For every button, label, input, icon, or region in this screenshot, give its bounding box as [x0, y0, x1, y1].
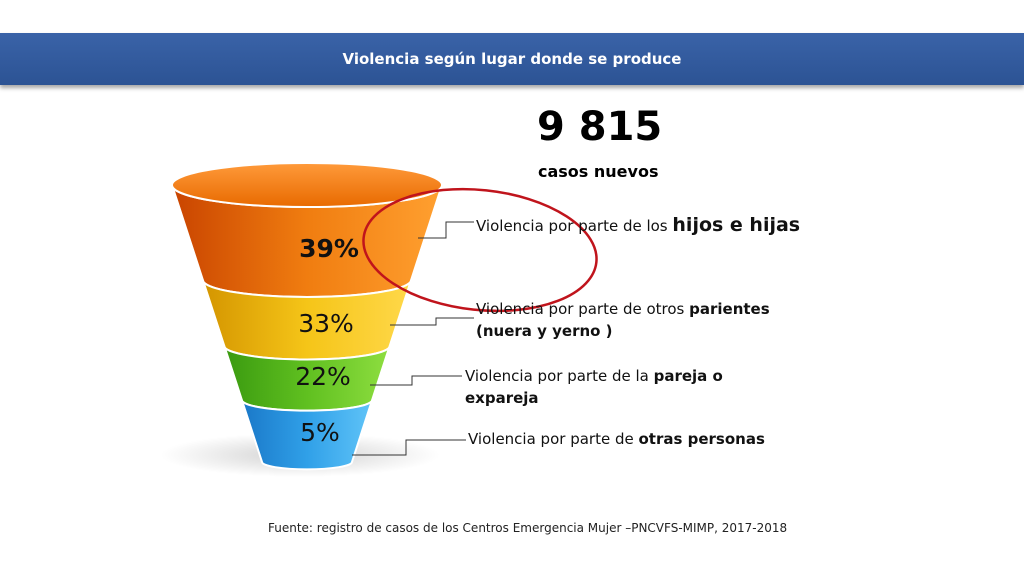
- title-bar: Violencia según lugar donde se produce: [0, 33, 1024, 85]
- percent-label: 5%: [300, 418, 340, 447]
- percent-label: 33%: [298, 309, 354, 338]
- description-text: Violencia por parte de: [468, 430, 639, 448]
- leader-line: [352, 439, 466, 456]
- funnel-top: [171, 162, 443, 208]
- leader-line: [370, 375, 462, 386]
- description-emphasis: otras personas: [638, 430, 765, 448]
- title: Violencia según lugar donde se produce: [342, 50, 682, 68]
- source-note: Fuente: registro de casos de los Centros…: [268, 521, 788, 535]
- description-emphasis: hijos e hijas: [672, 214, 801, 236]
- leader-line: [418, 221, 474, 239]
- total-label: casos nuevos: [538, 162, 659, 181]
- description: Violencia por parte de los hijos e hijas: [476, 214, 836, 237]
- description-emphasis: parientes (nuera y yerno ): [476, 300, 770, 340]
- description: Violencia por parte de la pareja o expar…: [465, 365, 765, 409]
- description-text: Violencia por parte de otros: [476, 300, 690, 318]
- leader-line: [390, 317, 474, 326]
- description-text: Violencia por parte de los: [476, 217, 673, 235]
- description-emphasis: pareja o expareja: [465, 367, 723, 407]
- percent-label: 39%: [299, 234, 359, 263]
- funnel-segment: [240, 399, 374, 471]
- description-text: Violencia por parte de la: [465, 367, 654, 385]
- description: Violencia por parte de otros parientes (…: [476, 298, 786, 342]
- percent-label: 22%: [295, 362, 351, 391]
- total-value: 9 815: [537, 104, 663, 150]
- highlight-circle: [362, 187, 598, 313]
- description: Violencia por parte de otras personas: [468, 428, 798, 450]
